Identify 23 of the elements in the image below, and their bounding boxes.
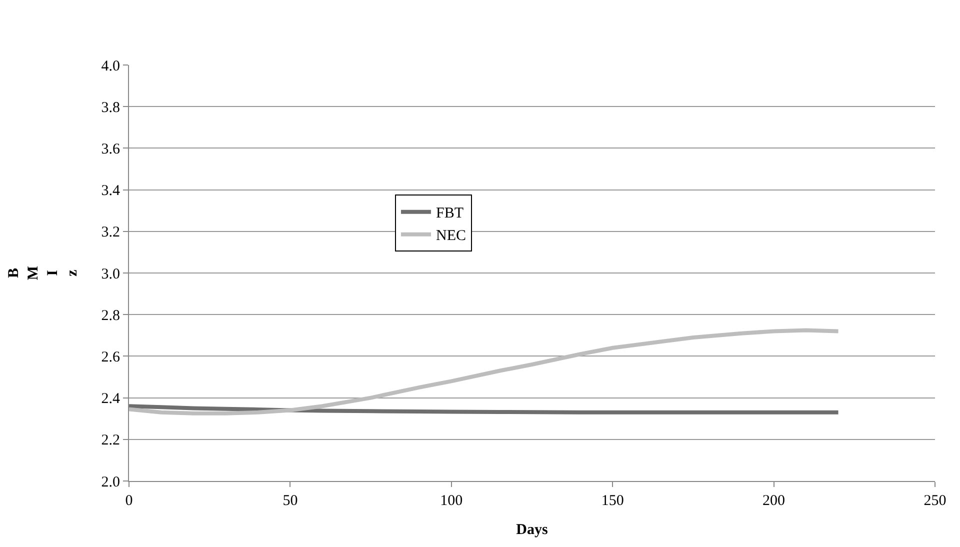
y-axis-title: BMIz: [6, 266, 80, 280]
y-tick-label: 3.0: [101, 266, 120, 282]
x-tick-label: 50: [282, 493, 298, 509]
x-tick-label: 100: [440, 493, 463, 509]
legend-label: NEC: [436, 228, 466, 244]
y-tick-label: 3.8: [101, 100, 120, 116]
legend-label: FBT: [436, 206, 464, 222]
y-tick-label: 2.8: [101, 308, 120, 324]
x-tick-label: 250: [924, 493, 946, 509]
y-tick-label: 2.6: [101, 349, 120, 366]
y-tick-label: 3.4: [101, 183, 120, 200]
x-tick-label: 200: [762, 493, 786, 509]
y-tick-label: 2.0: [101, 474, 120, 490]
y-tick-label: 2.2: [101, 432, 120, 449]
y-tick-label: 3.6: [101, 141, 120, 158]
x-axis-title: Days: [516, 522, 548, 538]
line-series: [129, 328, 840, 416]
y-tick-label: 3.2: [101, 224, 120, 241]
y-tick-label: 2.4: [101, 391, 120, 408]
y-tick-label: 4.0: [101, 58, 120, 74]
x-tick-label: 150: [601, 493, 624, 509]
x-tick-label: 0: [125, 493, 133, 509]
line-series: [129, 404, 840, 414]
